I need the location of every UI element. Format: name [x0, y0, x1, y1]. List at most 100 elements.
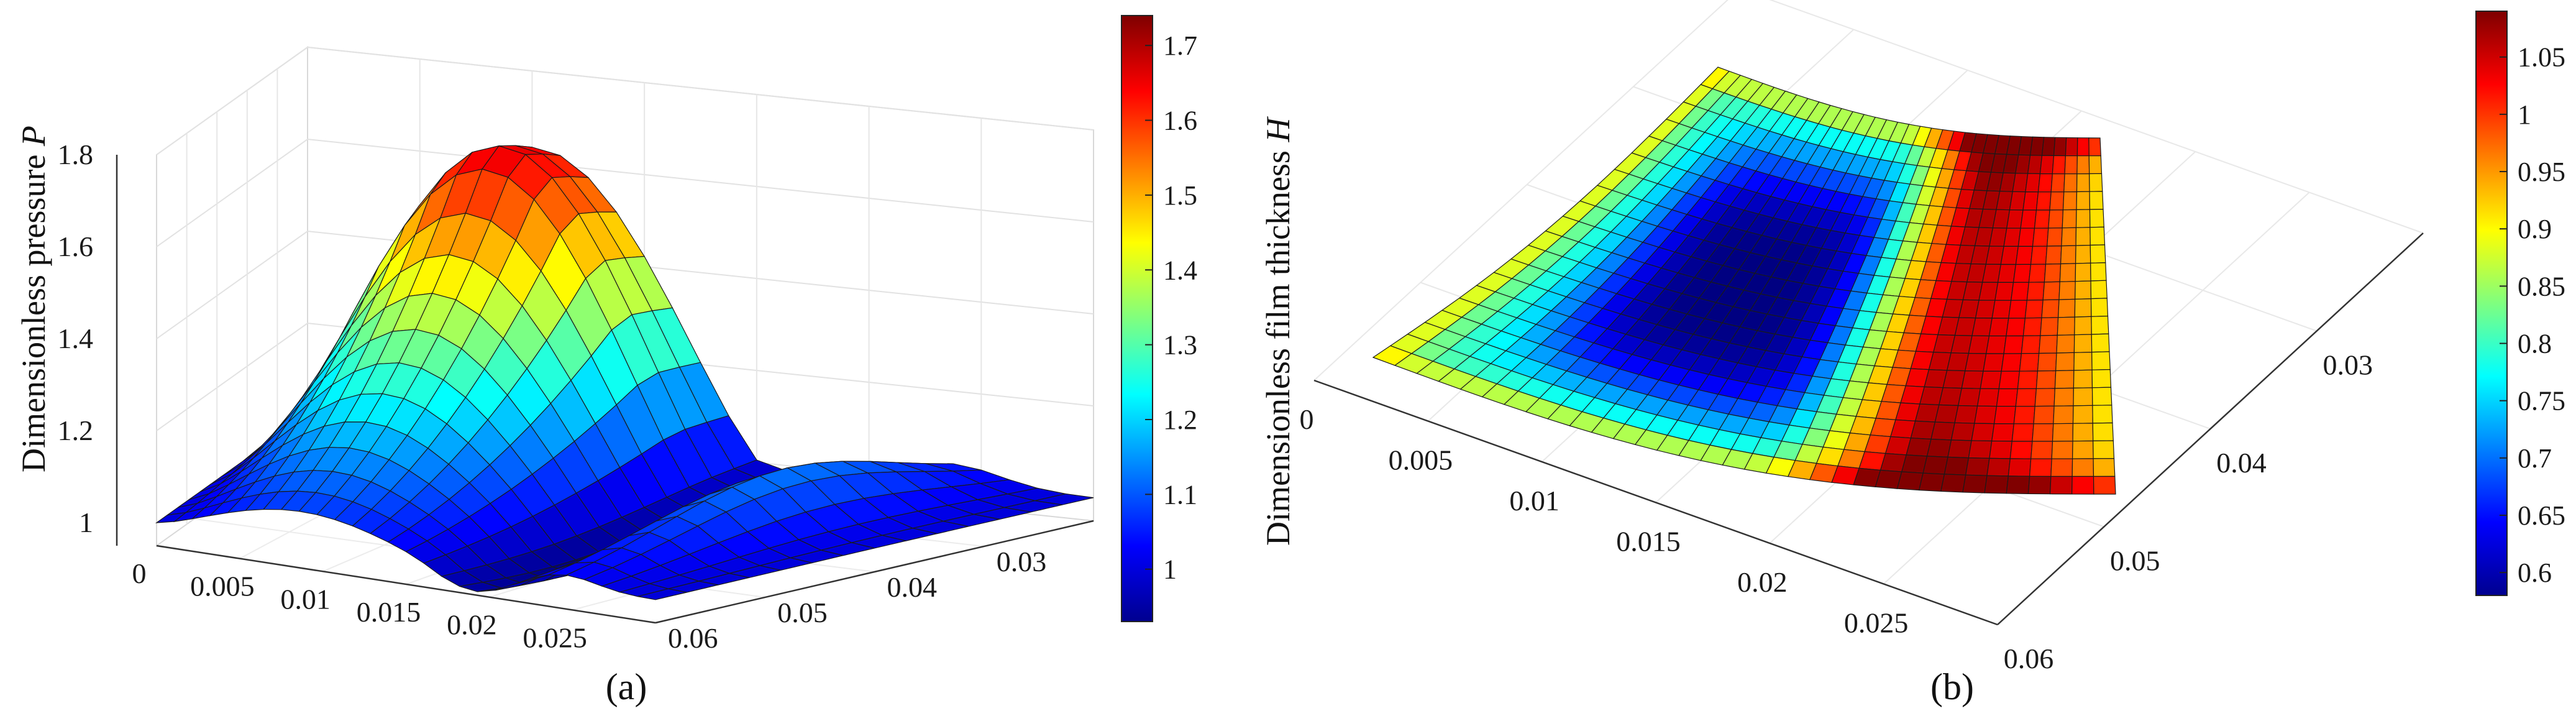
grid-line — [1769, 0, 2424, 234]
surface-patch — [2033, 405, 2055, 425]
surface-patch — [2028, 264, 2047, 283]
z-tick-label: 1.2 — [58, 415, 94, 446]
y-tick-label: 0.04 — [2216, 447, 2267, 479]
surface-patch — [1993, 405, 2016, 425]
z-tick-label: 1 — [79, 507, 93, 538]
colorbar-tick-label: 0.9 — [2518, 214, 2552, 244]
surface-patch — [1984, 475, 2009, 494]
surface-patch — [1947, 439, 1972, 459]
surface-patch — [1901, 454, 1928, 474]
surface-patch — [2012, 264, 2032, 283]
surface-patch — [2092, 422, 2114, 442]
colorbar-tick-label: 0.85 — [2518, 271, 2565, 301]
grid-line — [156, 46, 1094, 155]
surface-patch — [2091, 315, 2109, 335]
surface-patch — [2088, 155, 2103, 175]
surface-patch — [2013, 405, 2035, 425]
surface-patch — [2093, 440, 2115, 459]
surface-patch — [2052, 423, 2074, 442]
colorbar-tick-label: 0.7 — [2518, 443, 2552, 474]
surface-patch — [1962, 474, 1988, 494]
surface-patch — [2034, 388, 2056, 407]
surface-patch — [2091, 369, 2112, 388]
surface-patch — [2029, 458, 2052, 477]
surface-patch — [1939, 387, 1963, 406]
panel-a-ticks: 0 0.005 0.01 0.015 0.02 0.025 0.06 0.05 0.04 0.03… — [58, 139, 1047, 654]
surface-patch — [2003, 227, 2021, 247]
surface-patch — [2027, 155, 2043, 175]
surface-patch — [1971, 423, 1995, 442]
x-tick-label: 0 — [132, 558, 147, 589]
surface-patch — [2032, 423, 2054, 442]
surface-patch — [2064, 155, 2078, 175]
surface-patch — [1996, 388, 2019, 407]
surface-patch — [2015, 388, 2037, 407]
x-tick-label: 0.01 — [1509, 485, 1560, 517]
surface-patch — [2027, 475, 2052, 495]
surface-patch — [2057, 316, 2075, 336]
surface-patch — [2044, 263, 2062, 283]
surface-patch — [1988, 318, 2009, 337]
surface-patch — [2093, 458, 2116, 477]
colorbar-tick-label: 0.65 — [2518, 500, 2565, 531]
y-tick-label: 0.03 — [2323, 349, 2373, 381]
panel-b-z-axis-label: Dimensionless film thickness H — [1259, 116, 1297, 546]
y-tick-label: 0.03 — [997, 546, 1047, 577]
surface-patch — [1961, 370, 1984, 389]
surface-patch — [2076, 137, 2090, 157]
surface-patch — [1975, 300, 1996, 319]
surface-patch — [1926, 438, 1952, 458]
surface-patch — [2039, 334, 2058, 354]
surface-patch — [1997, 264, 2017, 283]
surface-patch — [1991, 423, 2014, 442]
y-tick-label: 0.05 — [2110, 545, 2160, 577]
surface-patch — [2060, 245, 2076, 265]
y-tick-label: 0.06 — [668, 622, 718, 654]
y-tick-label: 0.04 — [887, 571, 938, 603]
surface-patch — [2030, 246, 2048, 265]
surface-patch — [2090, 298, 2109, 317]
surface-patch — [2071, 475, 2094, 495]
z-tick-label: 1.8 — [58, 139, 94, 170]
surface-patch — [2075, 244, 2091, 264]
surface-patch — [2049, 475, 2073, 495]
surface-patch — [1950, 422, 1975, 441]
x-tick-label: 0 — [1300, 403, 1314, 435]
surface-patch — [2071, 458, 2094, 477]
colorbar-tick-label: 0.75 — [2518, 386, 2565, 416]
surface-patch — [2072, 405, 2093, 424]
x-tick-label: 0.02 — [447, 609, 497, 641]
panel-b-surface — [1372, 67, 2116, 495]
surface-patch — [1918, 472, 1945, 492]
surface-patch — [2074, 316, 2092, 336]
surface-patch — [2073, 351, 2093, 371]
surface-patch — [2073, 334, 2093, 353]
surface-patch — [1968, 440, 1993, 459]
surface-patch — [2051, 441, 2073, 459]
surface-patch — [2075, 262, 2091, 282]
surface-patch — [2065, 137, 2078, 157]
surface-patch — [1974, 405, 1998, 425]
surface-patch — [2045, 245, 2062, 265]
surface-patch — [2024, 299, 2044, 319]
surface-patch — [2020, 209, 2037, 229]
surface-patch — [2053, 137, 2067, 157]
surface-patch — [2092, 405, 2113, 424]
surface-patch — [2039, 155, 2055, 175]
surface-patch — [2030, 441, 2053, 459]
surface-patch — [2089, 191, 2104, 210]
surface-patch — [2091, 333, 2110, 353]
surface-patch — [2057, 298, 2076, 318]
surface-patch — [2035, 370, 2057, 389]
surface-patch — [2011, 423, 2034, 442]
surface-patch — [2032, 227, 2049, 247]
surface-patch — [2001, 353, 2022, 372]
colorbar-tick-label: 1.1 — [1163, 479, 1197, 510]
surface-patch — [2090, 280, 2108, 300]
panel-a-colorbar: 1 1.1 1.2 1.3 1.4 1.5 1.6 1.7 — [1121, 15, 1197, 622]
surface-patch — [2009, 441, 2033, 459]
surface-patch — [2049, 191, 2065, 211]
surface-patch — [2062, 191, 2078, 211]
surface-patch — [2026, 282, 2045, 301]
surface-patch — [2007, 458, 2032, 477]
